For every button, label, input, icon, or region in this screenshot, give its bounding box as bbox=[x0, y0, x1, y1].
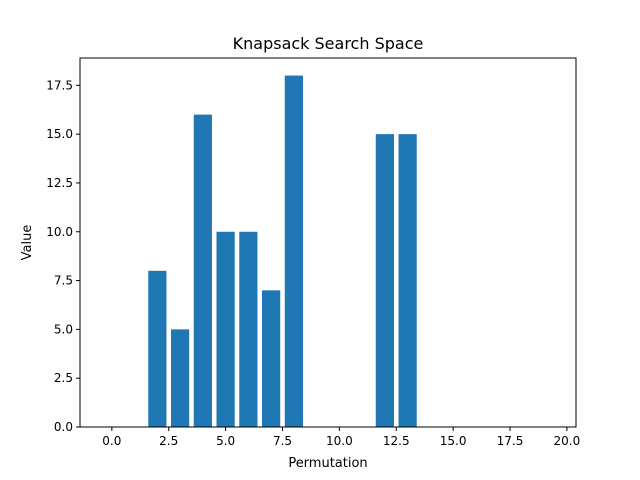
x-tick-label: 20.0 bbox=[554, 434, 581, 448]
chart-title: Knapsack Search Space bbox=[233, 34, 424, 53]
plot-frame bbox=[79, 57, 577, 428]
y-tick-label: 12.5 bbox=[46, 176, 73, 190]
x-tick-label: 17.5 bbox=[497, 434, 524, 448]
bar-3 bbox=[171, 329, 190, 427]
x-tick-label: 2.5 bbox=[159, 434, 178, 448]
bar-7 bbox=[262, 290, 281, 427]
bar-2 bbox=[148, 270, 167, 427]
y-tick-label: 0.0 bbox=[54, 420, 73, 434]
bar-8 bbox=[284, 75, 303, 428]
x-tick-label: 10.0 bbox=[326, 434, 353, 448]
y-tick-label: 15.0 bbox=[46, 127, 73, 141]
y-tick-label: 2.5 bbox=[54, 371, 73, 385]
x-ticks-group: 0.0 2.5 5.0 7.5 10.0 12.5 15.0 17.5 20.0 bbox=[102, 427, 580, 448]
bar-12 bbox=[375, 134, 394, 427]
y-tick-label: 10.0 bbox=[46, 225, 73, 239]
y-tick-label: 5.0 bbox=[54, 322, 73, 336]
y-tick-label: 7.5 bbox=[54, 274, 73, 288]
x-tick-label: 0.0 bbox=[102, 434, 121, 448]
x-tick-label: 12.5 bbox=[383, 434, 410, 448]
y-ticks-group: 0.0 2.5 5.0 7.5 10.0 12.5 15.0 17.5 bbox=[46, 78, 80, 434]
x-axis-label: Permutation bbox=[288, 456, 367, 471]
bar-5 bbox=[216, 231, 235, 427]
bar-13 bbox=[398, 134, 417, 427]
bar-4 bbox=[193, 114, 212, 427]
y-tick-label: 17.5 bbox=[46, 78, 73, 92]
x-tick-label: 5.0 bbox=[216, 434, 235, 448]
y-axis-label: Value bbox=[20, 225, 35, 261]
bars-group bbox=[148, 75, 417, 428]
x-tick-label: 15.0 bbox=[440, 434, 467, 448]
bar-6 bbox=[239, 231, 258, 427]
x-tick-label: 7.5 bbox=[273, 434, 292, 448]
